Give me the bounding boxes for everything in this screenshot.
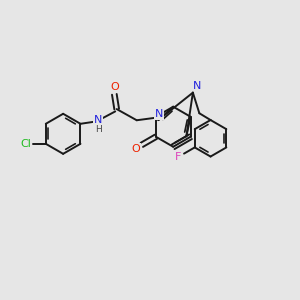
Text: Cl: Cl (21, 139, 32, 149)
Text: N: N (155, 110, 163, 119)
Text: F: F (175, 152, 182, 162)
Text: H: H (95, 124, 101, 134)
Text: O: O (110, 82, 119, 92)
Text: N: N (193, 80, 201, 91)
Text: O: O (132, 144, 141, 154)
Text: N: N (94, 115, 102, 125)
